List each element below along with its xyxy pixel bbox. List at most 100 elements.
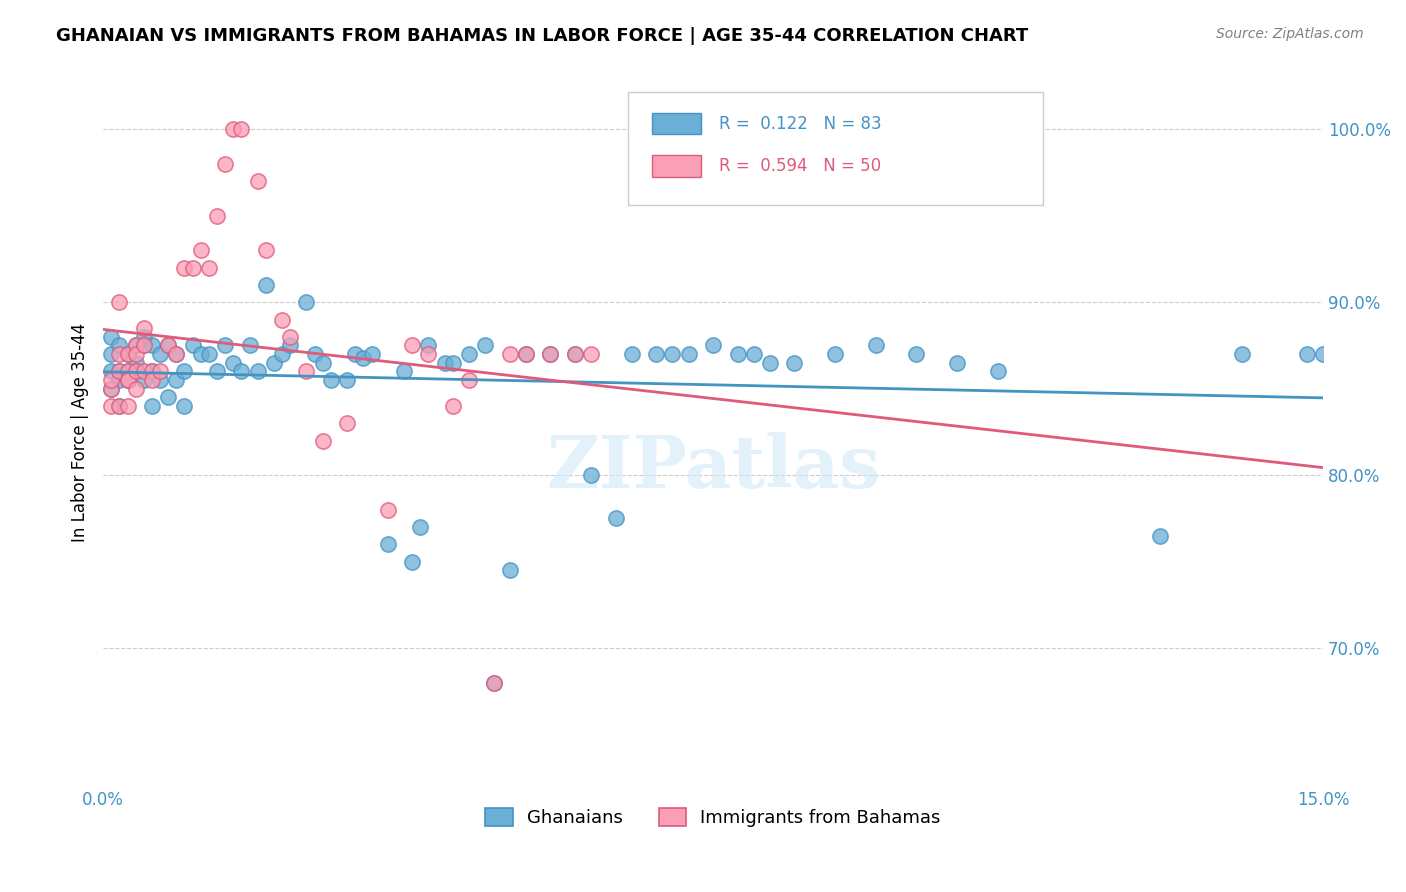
Point [132, 338, 155, 352]
Point [173, 399, 195, 413]
Point [124, 382, 146, 396]
Point [1149, 529, 1171, 543]
Point [173, 260, 195, 275]
Legend: Ghanaians, Immigrants from Bahamas: Ghanaians, Immigrants from Bahamas [478, 800, 948, 834]
Point [108, 338, 131, 352]
Point [100, 364, 122, 378]
Point [540, 347, 562, 361]
Point [165, 347, 187, 361]
Text: ZIPatlas: ZIPatlas [546, 432, 880, 503]
Point [1295, 347, 1317, 361]
Point [108, 399, 131, 413]
Point [620, 347, 643, 361]
Point [1230, 347, 1253, 361]
Point [132, 338, 155, 352]
Point [124, 364, 146, 378]
Point [198, 347, 221, 361]
Point [352, 351, 374, 365]
Point [173, 364, 195, 378]
Point [117, 373, 139, 387]
Point [377, 503, 399, 517]
Point [474, 338, 496, 352]
Point [278, 330, 301, 344]
Point [295, 364, 318, 378]
Point [157, 390, 180, 404]
Point [124, 364, 146, 378]
Point [214, 338, 236, 352]
Point [401, 338, 423, 352]
Point [238, 338, 260, 352]
Point [181, 260, 204, 275]
Point [165, 373, 187, 387]
Point [702, 338, 724, 352]
Point [205, 364, 228, 378]
Text: R =  0.594   N = 50: R = 0.594 N = 50 [720, 157, 882, 175]
Text: Source: ZipAtlas.com: Source: ZipAtlas.com [1216, 27, 1364, 41]
Point [515, 347, 537, 361]
Point [482, 675, 505, 690]
Point [190, 244, 212, 258]
Point [165, 347, 187, 361]
Point [987, 364, 1010, 378]
Point [157, 338, 180, 352]
Point [515, 347, 537, 361]
Point [661, 347, 683, 361]
Point [132, 330, 155, 344]
Y-axis label: In Labor Force | Age 35-44: In Labor Force | Age 35-44 [72, 322, 89, 541]
Point [392, 364, 415, 378]
Point [312, 356, 335, 370]
Point [124, 338, 146, 352]
Point [336, 373, 359, 387]
Point [117, 347, 139, 361]
Point [141, 364, 163, 378]
Point [141, 364, 163, 378]
Point [149, 347, 172, 361]
Point [564, 347, 586, 361]
Point [727, 347, 749, 361]
Point [254, 277, 277, 292]
Point [124, 347, 146, 361]
Point [124, 338, 146, 352]
Point [783, 356, 806, 370]
Point [214, 157, 236, 171]
Point [824, 347, 846, 361]
Point [141, 399, 163, 413]
Point [295, 295, 318, 310]
Point [418, 347, 440, 361]
Point [401, 555, 423, 569]
Point [360, 347, 382, 361]
FancyBboxPatch shape [627, 92, 1042, 205]
Point [433, 356, 456, 370]
Point [157, 338, 180, 352]
Point [499, 563, 522, 577]
Point [441, 356, 464, 370]
Point [231, 122, 253, 136]
Point [458, 373, 481, 387]
Point [108, 295, 131, 310]
Point [117, 347, 139, 361]
Point [246, 364, 269, 378]
Point [108, 347, 131, 361]
Point [1312, 347, 1334, 361]
Point [117, 373, 139, 387]
Point [905, 347, 928, 361]
Point [108, 399, 131, 413]
FancyBboxPatch shape [652, 155, 702, 177]
Point [100, 382, 122, 396]
Point [336, 417, 359, 431]
Point [198, 260, 221, 275]
Point [190, 347, 212, 361]
FancyBboxPatch shape [652, 113, 702, 134]
Point [100, 347, 122, 361]
Point [117, 364, 139, 378]
Point [100, 399, 122, 413]
Point [377, 537, 399, 551]
Point [946, 356, 969, 370]
Point [482, 675, 505, 690]
Point [271, 347, 294, 361]
Point [132, 321, 155, 335]
Point [759, 356, 782, 370]
Point [418, 338, 440, 352]
Point [271, 312, 294, 326]
Point [117, 373, 139, 387]
